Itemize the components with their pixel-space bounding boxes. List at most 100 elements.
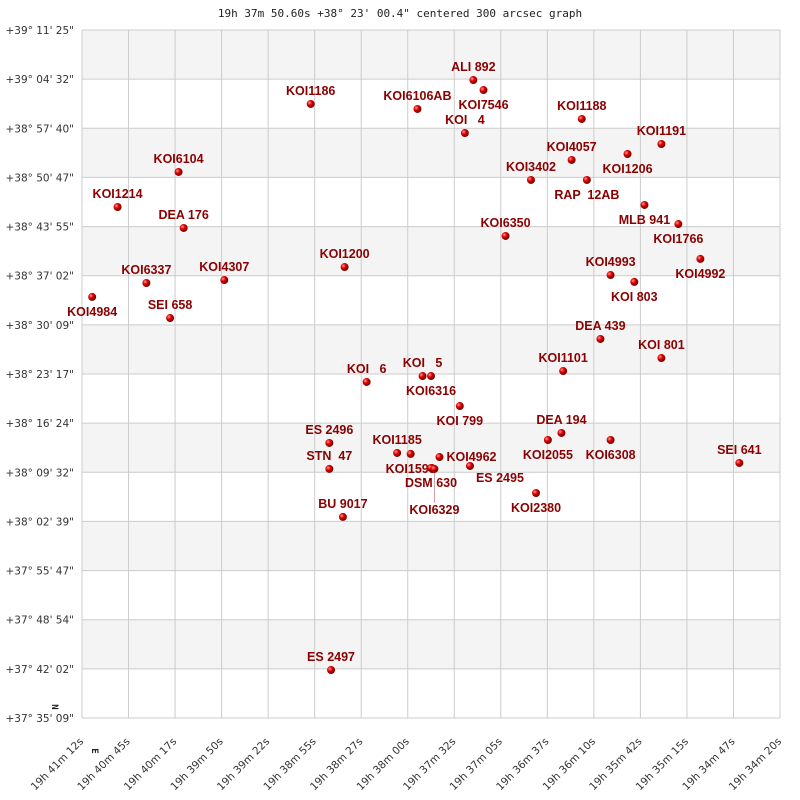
star-point[interactable]: ES 2496: [305, 423, 353, 447]
star-marker[interactable]: [340, 263, 349, 272]
background-bands: [82, 30, 780, 718]
star-point[interactable]: KOI4307: [199, 260, 249, 285]
star-point[interactable]: DEA 194: [536, 413, 587, 437]
star-point[interactable]: KOI7546: [459, 86, 509, 112]
star-point[interactable]: STN 47: [306, 449, 352, 473]
star-marker[interactable]: [674, 220, 683, 229]
star-point[interactable]: RAP 12AB: [554, 175, 619, 202]
star-point[interactable]: ES 2497: [307, 650, 355, 674]
star-marker[interactable]: [174, 167, 183, 176]
star-label: KOI1188: [557, 99, 606, 113]
star-point[interactable]: KOI 5: [403, 356, 443, 381]
star-marker[interactable]: [418, 372, 427, 381]
star-point[interactable]: KOI1766: [653, 220, 703, 246]
star-marker[interactable]: [465, 461, 474, 470]
star-marker[interactable]: [526, 175, 535, 184]
star-marker[interactable]: [557, 428, 566, 437]
star-point[interactable]: KOI3402: [506, 160, 556, 184]
star-point[interactable]: KOI4984: [67, 292, 117, 319]
star-point[interactable]: DEA 176: [159, 208, 209, 232]
star-marker[interactable]: [735, 458, 744, 467]
star-label: SEI 641: [717, 443, 762, 457]
star-point[interactable]: DEA 439: [575, 319, 626, 343]
star-point[interactable]: ALI 892: [451, 60, 496, 85]
star-point[interactable]: KOI6316: [406, 372, 456, 398]
star-point[interactable]: KOI1206: [603, 149, 653, 176]
star-marker[interactable]: [327, 665, 336, 674]
star-marker[interactable]: [142, 278, 151, 287]
star-marker[interactable]: [469, 76, 478, 85]
star-marker[interactable]: [582, 175, 591, 184]
star-marker[interactable]: [325, 464, 334, 473]
star-point[interactable]: KOI6106AB: [383, 89, 451, 113]
star-marker[interactable]: [657, 139, 666, 148]
star-label: KOI6308: [586, 448, 636, 462]
star-point[interactable]: KOI1188: [557, 99, 606, 123]
star-marker[interactable]: [596, 334, 605, 343]
star-point[interactable]: KOI6104: [154, 152, 204, 176]
star-marker[interactable]: [220, 276, 229, 285]
star-marker[interactable]: [393, 448, 402, 457]
star-marker[interactable]: [657, 354, 666, 363]
star-point[interactable]: ES 2495: [465, 461, 524, 485]
star-marker[interactable]: [406, 449, 415, 458]
star-marker[interactable]: [179, 223, 188, 232]
star-point[interactable]: SEI 658: [148, 298, 193, 323]
star-point[interactable]: MLB 941: [619, 200, 670, 227]
star-marker[interactable]: [543, 435, 552, 444]
star-marker[interactable]: [640, 200, 649, 209]
star-point[interactable]: KOI4993: [586, 255, 636, 280]
star-point[interactable]: KOI2380: [511, 488, 561, 515]
star-point[interactable]: KOI 6: [347, 362, 387, 386]
star-marker[interactable]: [113, 203, 122, 212]
star-marker[interactable]: [606, 271, 615, 280]
star-marker[interactable]: [362, 377, 371, 386]
star-marker[interactable]: [623, 149, 632, 158]
star-marker[interactable]: [630, 277, 639, 286]
star-point[interactable]: KOI1191: [637, 124, 686, 148]
y-tick-label: +38° 02' 39": [5, 516, 74, 528]
star-marker[interactable]: [413, 104, 422, 113]
star-marker[interactable]: [606, 435, 615, 444]
star-point[interactable]: KOI1185: [372, 433, 422, 457]
star-point[interactable]: KOI6350: [481, 216, 531, 240]
star-point[interactable]: KOI4992: [675, 254, 725, 281]
star-marker[interactable]: [166, 314, 175, 323]
star-marker[interactable]: [435, 453, 444, 462]
star-marker[interactable]: [559, 367, 568, 376]
star-point[interactable]: KOI6308: [586, 435, 636, 462]
star-marker[interactable]: [338, 512, 347, 521]
star-marker[interactable]: [455, 402, 464, 411]
star-point[interactable]: KOI1214: [93, 187, 143, 212]
star-point[interactable]: KOI6329: [409, 464, 459, 517]
star-marker[interactable]: [427, 372, 435, 381]
star-marker[interactable]: [460, 129, 469, 138]
band: [82, 79, 780, 129]
star-point[interactable]: KOI6337: [121, 263, 171, 287]
star-point[interactable]: KOI1186: [286, 84, 335, 108]
star-marker[interactable]: [479, 86, 488, 95]
star-point[interactable]: KOI 4: [445, 113, 485, 138]
star-point[interactable]: KOI4962: [435, 450, 497, 464]
star-point[interactable]: KOI 803: [611, 277, 658, 304]
star-point[interactable]: KOI4057: [547, 140, 597, 164]
star-point[interactable]: KOI1200: [320, 247, 370, 272]
star-marker[interactable]: [501, 231, 510, 240]
star-marker[interactable]: [577, 114, 586, 123]
star-point[interactable]: KOI 801: [638, 338, 685, 363]
band: [82, 226, 780, 276]
star-point[interactable]: BU 9017: [318, 497, 368, 521]
star-marker[interactable]: [532, 488, 541, 497]
star-marker[interactable]: [696, 254, 705, 263]
star-marker[interactable]: [306, 99, 315, 108]
star-marker[interactable]: [325, 438, 334, 447]
star-marker[interactable]: [430, 464, 439, 473]
star-point[interactable]: SEI 641: [717, 443, 762, 467]
star-marker[interactable]: [88, 292, 97, 301]
star-label: BU 9017: [318, 497, 367, 511]
star-point[interactable]: KOI2055: [523, 435, 573, 462]
star-marker[interactable]: [567, 155, 576, 164]
star-point[interactable]: KOI1101: [538, 351, 588, 376]
star-point[interactable]: KOI1599: [386, 449, 436, 476]
star-point[interactable]: KOI 799: [437, 402, 484, 428]
